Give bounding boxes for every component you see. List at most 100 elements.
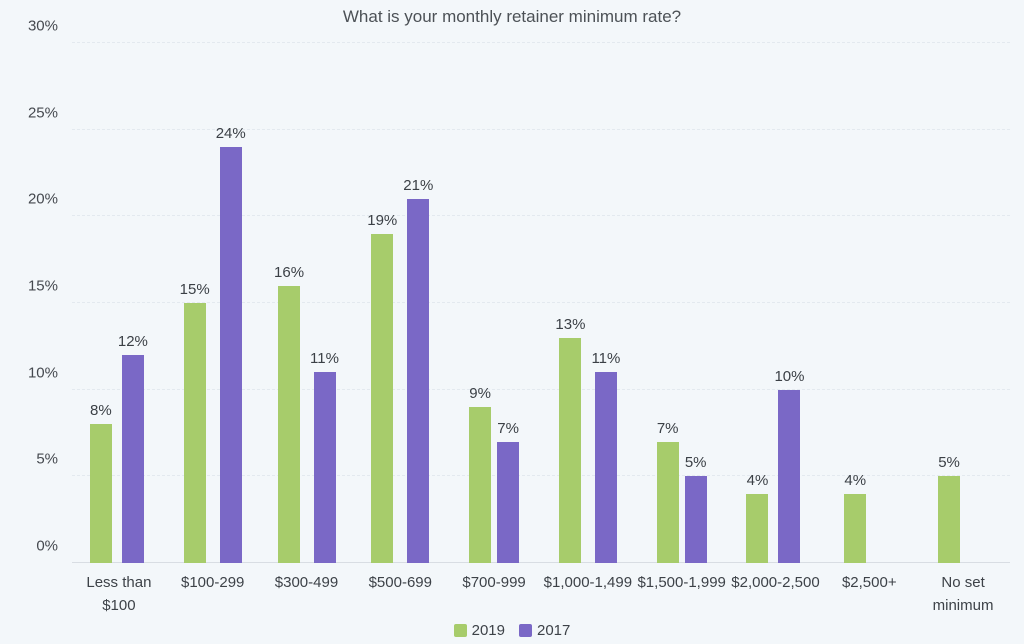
bar-2019	[844, 493, 867, 563]
legend-item-2017: 2017	[519, 622, 570, 639]
bar-2017	[219, 147, 242, 563]
bar-2017	[497, 441, 520, 563]
bar-columns: 8% 12% 15% 24% 16% 11% 19% 21% 9% 7% 13% 11% 7% 5% 4% 1…	[72, 43, 1010, 563]
bar-value-label: 7%	[497, 419, 519, 437]
bar-group: 15% 24%	[166, 43, 260, 563]
bar-unit-2017: 5%	[684, 454, 707, 563]
bar-2019	[559, 337, 582, 563]
bar-unit-2017: 7%	[497, 419, 520, 563]
chart-title: What is your monthly retainer minimum ra…	[342, 7, 682, 26]
legend-swatch-icon	[453, 624, 467, 637]
bar-value-label: 11%	[310, 350, 339, 368]
bar-group: 9% 7%	[447, 43, 541, 563]
x-category-label: Less than $100	[86, 574, 152, 614]
bar-2019	[469, 407, 492, 563]
bar-unit-2017: 10%	[774, 368, 804, 563]
bar-2019	[938, 476, 961, 563]
bar-value-label: 19%	[367, 211, 398, 229]
bar-value-label: 5%	[684, 454, 707, 472]
bar-2019	[746, 493, 769, 563]
bar-2019	[183, 303, 206, 563]
y-tick-label: 25%	[27, 104, 58, 122]
bar-2017	[407, 199, 430, 563]
bar-unit-2017: 21%	[403, 177, 433, 563]
bar-value-label: 8%	[90, 402, 112, 420]
legend-label: 2017	[537, 622, 571, 639]
y-tick-label: 5%	[36, 450, 58, 468]
bar-group: 5%	[916, 43, 1010, 563]
x-category-label: $2,500+	[841, 574, 897, 591]
y-tick-label: 30%	[27, 17, 58, 35]
bar-group: 8% 12%	[72, 43, 166, 563]
x-category-label: $2,000-2,500	[731, 574, 820, 591]
gridline-5	[72, 475, 1010, 477]
x-axis-labels: Less than $100 $100-299 $300-499 $500-699 $7…	[72, 572, 1010, 617]
bar-group: 4%	[822, 43, 916, 563]
y-tick-label: 20%	[27, 190, 58, 208]
plot-area: 0% 5% 10% 15% 20% 25% 30% 8% 12% 15% 24% 16% 11% 19% 2…	[28, 18, 1010, 563]
bar-group: 19% 21%	[353, 43, 447, 563]
gridline-25	[72, 128, 1010, 130]
bar-unit-2017: 12%	[118, 333, 148, 563]
bar-value-label: 9%	[469, 385, 491, 402]
gridline-10	[72, 388, 1010, 390]
bar-2017	[121, 355, 144, 563]
x-category-label: $1,500-1,999	[637, 574, 726, 591]
bar-unit-2019: 4%	[844, 471, 867, 563]
bar-unit-2017: 11%	[591, 350, 620, 563]
bar-unit-2019: 8%	[89, 402, 112, 563]
y-tick-label: 10%	[27, 364, 58, 382]
legend-item-2019: 2019	[453, 622, 505, 639]
x-category-label: $700-999	[462, 574, 526, 591]
chart-legend: 2019 2017	[0, 622, 1024, 639]
x-axis-line	[72, 562, 1010, 563]
x-category-label: $1,000-1,499	[543, 574, 633, 591]
bar-2017	[684, 476, 707, 563]
bar-value-label: 24%	[215, 125, 246, 142]
legend-label: 2019	[471, 622, 505, 639]
bar-2017	[313, 372, 336, 563]
bar-value-label: 12%	[117, 333, 148, 350]
bar-unit-2017: 11%	[310, 350, 339, 563]
bar-unit-2019: 7%	[656, 419, 679, 563]
x-category-label: $100-299	[180, 574, 245, 591]
bar-unit-2019: 15%	[180, 281, 210, 563]
bar-value-label: 4%	[746, 471, 769, 489]
bar-value-label: 10%	[774, 367, 805, 385]
bar-2019	[371, 233, 394, 563]
bar-value-label: 16%	[274, 263, 305, 281]
bar-2019	[278, 285, 301, 563]
bar-value-label: 11%	[591, 350, 621, 368]
legend-swatch-icon	[519, 624, 532, 637]
bar-2019	[656, 441, 679, 563]
bar-unit-2019: 16%	[274, 264, 304, 563]
y-tick-label: 0%	[36, 537, 58, 555]
bar-2017	[778, 389, 801, 563]
bar-group: 16% 11%	[260, 43, 354, 563]
bar-value-label: 21%	[403, 177, 434, 194]
bar-group: 4% 10%	[729, 43, 823, 563]
bar-value-label: 4%	[844, 471, 867, 489]
bar-value-label: 5%	[938, 454, 960, 472]
bar-unit-2019: 19%	[367, 212, 397, 563]
x-category-label: No set minimum	[932, 574, 994, 614]
y-tick-label: 15%	[27, 277, 58, 295]
gridline-15	[72, 302, 1010, 303]
bar-unit-2019: 4%	[746, 471, 769, 563]
bar-value-label: 15%	[179, 281, 210, 298]
bar-unit-2019: 13%	[555, 316, 585, 563]
x-category-label: $300-499	[274, 574, 339, 591]
bar-unit-2019: 9%	[469, 385, 492, 563]
x-category-label: $500-699	[368, 574, 432, 591]
gridline-30	[72, 42, 1010, 43]
bar-group: 7% 5%	[635, 43, 729, 563]
bar-2017	[594, 372, 617, 563]
gridline-20	[72, 215, 1010, 217]
bar-unit-2017: 24%	[216, 125, 246, 563]
bar-value-label: 7%	[656, 419, 679, 437]
bar-unit-2019: 5%	[938, 454, 961, 563]
bar-group: 13% 11%	[541, 43, 635, 563]
bar-value-label: 13%	[555, 315, 586, 333]
bar-2019	[89, 424, 112, 563]
